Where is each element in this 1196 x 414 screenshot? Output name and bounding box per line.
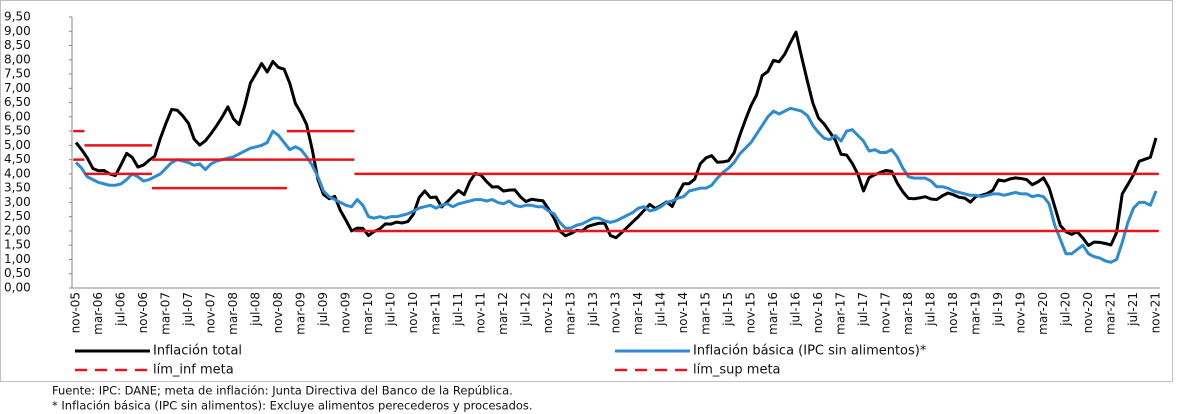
- x-tick-label: mar-20: [1036, 292, 1050, 335]
- x-tick-label: nov-12: [541, 292, 555, 333]
- x-tick-label: mar-09: [294, 292, 308, 335]
- y-tick-label: 4,00: [4, 166, 31, 180]
- y-tick-label: 7,50: [4, 67, 31, 81]
- y-tick-label: 9,00: [4, 24, 31, 38]
- y-tick-label: 1,50: [4, 238, 31, 252]
- x-tick-label: nov-09: [339, 292, 353, 333]
- y-tick-label: 2,50: [4, 209, 31, 223]
- x-tick-label: jul-09: [316, 292, 330, 327]
- series-line: [73, 129, 1159, 176]
- x-tick-label: nov-10: [406, 292, 420, 333]
- x-tick-label: mar-16: [766, 292, 780, 335]
- x-tick-label: jul-16: [789, 292, 803, 327]
- y-tick-label: 5,00: [4, 138, 31, 152]
- x-tick-label: mar-07: [159, 292, 173, 335]
- series-line: [73, 158, 1159, 233]
- x-tick-label: nov-08: [271, 292, 285, 333]
- x-tick-label: mar-15: [699, 292, 713, 335]
- legend-label: Inflación total: [153, 344, 242, 359]
- x-tick-label: jul-17: [856, 292, 870, 327]
- x-tick-label: jul-14: [654, 292, 668, 327]
- x-tick-label: mar-12: [496, 292, 510, 335]
- y-tick-label: 0,50: [4, 266, 31, 280]
- x-tick-label: jul-12: [519, 292, 533, 327]
- x-tick-label: jul-15: [721, 292, 735, 327]
- x-tick-label: nov-15: [744, 292, 758, 333]
- y-tick-label: 0,00: [4, 281, 31, 295]
- x-tick-label: nov-06: [136, 292, 150, 333]
- x-tick-label: nov-19: [1014, 292, 1028, 333]
- y-tick-label: 7,00: [4, 81, 31, 95]
- legend-label: lím_inf meta: [153, 363, 234, 378]
- x-tick-label: nov-21: [1149, 292, 1163, 333]
- x-tick-label: nov-11: [474, 292, 488, 333]
- y-tick-label: 9,50: [4, 10, 31, 24]
- x-tick-label: jul-21: [1126, 292, 1140, 327]
- x-tick-label: nov-14: [676, 292, 690, 333]
- x-tick-label: jul-10: [384, 292, 398, 327]
- x-tick-label: nov-17: [879, 292, 893, 333]
- x-tick-label: nov-13: [609, 292, 623, 333]
- x-tick-label: nov-07: [204, 292, 218, 333]
- y-tick-label: 1,00: [4, 252, 31, 266]
- y-tick-label: 2,00: [4, 223, 31, 237]
- x-tick-label: mar-17: [834, 292, 848, 335]
- x-tick-label: jul-13: [586, 292, 600, 327]
- x-tick-label: nov-18: [946, 292, 960, 333]
- x-tick-label: mar-10: [361, 292, 375, 335]
- y-tick-label: 3,50: [4, 181, 31, 195]
- x-tick-label: jul-11: [451, 292, 465, 327]
- legend-label: lím_sup meta: [693, 363, 781, 378]
- x-tick-label: jul-19: [991, 292, 1005, 327]
- series-line: [74, 106, 1158, 264]
- x-tick-label: mar-06: [91, 292, 105, 335]
- x-tick-label: jul-18: [924, 292, 938, 327]
- x-tick-label: mar-18: [901, 292, 915, 335]
- x-tick-label: mar-21: [1104, 292, 1118, 335]
- chart-border: [0, 0, 1173, 382]
- x-tick-label: mar-11: [429, 292, 443, 335]
- x-tick-label: mar-19: [969, 292, 983, 335]
- footnote: * Inflación básica (IPC sin alimentos): …: [52, 399, 533, 413]
- y-tick-label: 6,00: [4, 109, 31, 123]
- x-tick-label: jul-07: [181, 292, 195, 327]
- x-tick-label: nov-16: [811, 292, 825, 333]
- x-tick-label: mar-13: [564, 292, 578, 335]
- x-tick-label: jul-06: [114, 292, 128, 327]
- y-tick-label: 8,50: [4, 38, 31, 52]
- y-tick-label: 3,00: [4, 195, 31, 209]
- y-tick-label: 6,50: [4, 95, 31, 109]
- x-tick-label: mar-08: [226, 292, 240, 335]
- x-tick-label: mar-14: [631, 292, 645, 335]
- x-tick-label: jul-08: [249, 292, 263, 327]
- x-tick-label: nov-20: [1081, 292, 1095, 333]
- x-tick-label: nov-05: [69, 292, 83, 333]
- y-tick-label: 4,50: [4, 152, 31, 166]
- legend-label: Inflación básica (IPC sin alimentos)*: [693, 344, 927, 359]
- source-note: Fuente: IPC: DANE; meta de inflación: Ju…: [52, 384, 513, 398]
- x-tick-label: jul-20: [1059, 292, 1073, 327]
- y-tick-label: 5,50: [4, 124, 31, 138]
- series-line: [74, 30, 1158, 247]
- y-tick-label: 8,00: [4, 52, 31, 66]
